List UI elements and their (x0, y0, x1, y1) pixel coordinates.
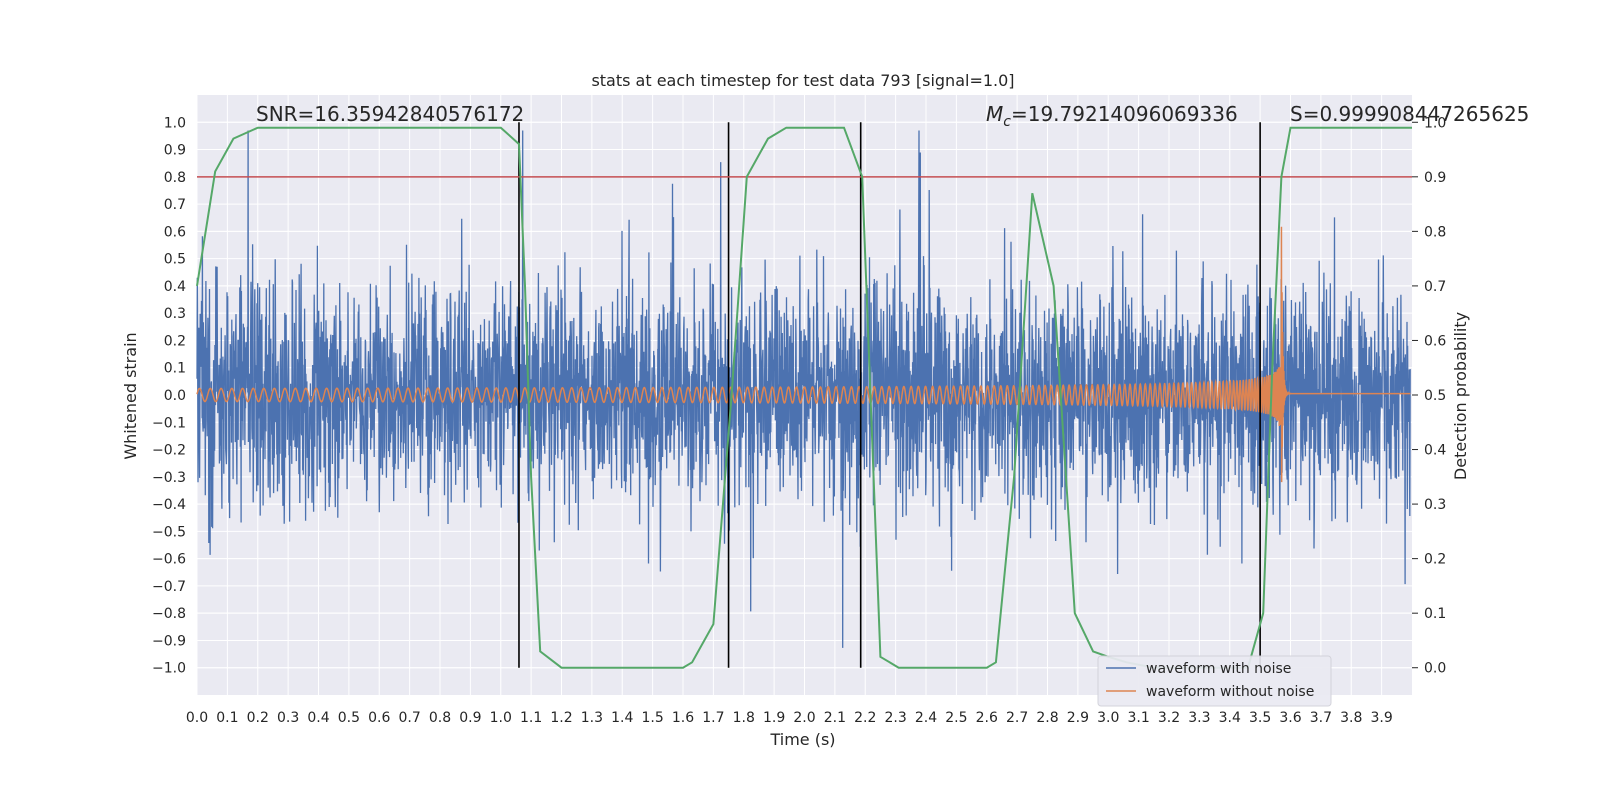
x-tick-labels: 0.0 0.1 0.2 0.3 0.4 0.5 0.6 0.7 0.8 0.9 1.0 1.1 1.2 1… (186, 710, 1393, 726)
x-axis-label: Time (s) (769, 730, 835, 749)
x-tick-label: 0.9 (459, 710, 481, 726)
x-tick-label: 3.7 (1310, 710, 1332, 726)
y-tick-label: −0.6 (152, 552, 186, 568)
x-tick-label: 1.0 (490, 710, 512, 726)
x-tick-label: 3.3 (1188, 710, 1210, 726)
x-tick-label: 2.2 (854, 710, 876, 726)
x-tick-label: 2.5 (945, 710, 967, 726)
x-tick-label: 1.5 (641, 710, 663, 726)
x-tick-label: 2.0 (793, 710, 815, 726)
x-tick-label: 2.3 (884, 710, 906, 726)
y-tick-label: 0.6 (164, 224, 186, 240)
x-tick-label: 2.9 (1067, 710, 1089, 726)
x-tick-label: 1.1 (520, 710, 542, 726)
y-tick-label: −0.3 (152, 470, 186, 486)
legend-box (1097, 655, 1332, 707)
x-tick-label: 3.2 (1158, 710, 1180, 726)
y2-tick-label: 0.4 (1424, 443, 1446, 459)
y2-tick-labels: 1.0 0.9 0.8 0.7 0.6 0.5 0.4 0.3 0.2 0.1 0.0 (1412, 115, 1446, 677)
x-tick-label: 3.5 (1249, 710, 1271, 726)
legend: waveform with noise waveform without noi… (1097, 655, 1332, 707)
x-tick-label: 1.4 (611, 710, 633, 726)
y-tick-label: 0.0 (164, 388, 186, 404)
x-tick-label: 0.4 (307, 710, 329, 726)
x-tick-label: 2.8 (1036, 710, 1058, 726)
y2-tick-label: 0.1 (1424, 606, 1446, 622)
x-tick-label: 2.6 (976, 710, 998, 726)
y-tick-label: −0.7 (152, 579, 186, 595)
snr-annotation: SNR=16.35942840576172 (256, 102, 524, 126)
legend-label-noise: waveform with noise (1146, 661, 1291, 677)
x-tick-label: 2.7 (1006, 710, 1028, 726)
y2-tick-label: 0.5 (1424, 388, 1446, 404)
y-tick-label: 0.4 (164, 279, 186, 295)
s-annotation: S=0.999908447265625 (1290, 102, 1529, 126)
y2-tick-label: 0.6 (1424, 333, 1446, 349)
x-tick-label: 3.8 (1340, 710, 1362, 726)
x-tick-label: 1.2 (550, 710, 572, 726)
legend-label-chirp: waveform without noise (1146, 684, 1314, 700)
noise-series (196, 130, 1411, 648)
y-tick-label: 0.8 (164, 170, 186, 186)
y-tick-label: −0.2 (152, 443, 186, 459)
noise-waveform-line (196, 130, 1411, 648)
x-tick-label: 0.5 (338, 710, 360, 726)
x-tick-label: 0.6 (368, 710, 390, 726)
x-tick-label: 3.0 (1097, 710, 1119, 726)
y-tick-label: 0.7 (164, 197, 186, 213)
x-tick-label: 1.9 (763, 710, 785, 726)
chirp-mass-annotation: Mc=19.79214096069336 (986, 102, 1238, 130)
y2-tick-label: 0.9 (1424, 170, 1446, 186)
y-tick-label: −0.5 (152, 524, 186, 540)
y-tick-label: 0.3 (164, 306, 186, 322)
x-tick-label: 0.0 (186, 710, 208, 726)
y-tick-label: 0.1 (164, 361, 186, 377)
x-tick-label: 3.6 (1279, 710, 1301, 726)
x-tick-label: 1.7 (702, 710, 724, 726)
y2-axis-label: Detection probability (1451, 312, 1470, 480)
y-axis-label: Whitened strain (121, 332, 140, 459)
y2-tick-label: 0.2 (1424, 552, 1446, 568)
y-tick-label: −0.9 (152, 633, 186, 649)
x-tick-label: 3.1 (1127, 710, 1149, 726)
y-tick-label: −0.8 (152, 606, 186, 622)
chart-title: stats at each timestep for test data 793… (591, 71, 1014, 90)
mc-subscript: c (1003, 114, 1011, 130)
y2-tick-label: 0.8 (1424, 224, 1446, 240)
mc-value: =19.79214096069336 (1011, 102, 1238, 126)
vertical-lines (518, 122, 1261, 668)
x-tick-label: 1.8 (733, 710, 755, 726)
y-tick-labels: 1.0 0.9 0.8 0.7 0.6 0.5 0.4 0.3 0.2 0.1 0.0 −0.1 −0.… (152, 115, 186, 676)
x-tick-label: 0.1 (216, 710, 238, 726)
y-tick-label: −0.1 (152, 415, 186, 431)
x-tick-label: 1.3 (581, 710, 603, 726)
x-tick-label: 2.1 (824, 710, 846, 726)
x-tick-label: 2.4 (915, 710, 937, 726)
x-tick-label: 3.9 (1370, 710, 1392, 726)
chirp-series (196, 226, 1411, 483)
x-tick-label: 0.2 (247, 710, 269, 726)
mc-symbol: M (986, 102, 1003, 126)
y2-tick-label: 0.7 (1424, 279, 1446, 295)
x-tick-label: 0.8 (429, 710, 451, 726)
x-tick-label: 1.6 (672, 710, 694, 726)
y2-tick-label: 0.3 (1424, 497, 1446, 513)
y-tick-label: 0.9 (164, 143, 186, 159)
y2-tick-label: 0.0 (1424, 661, 1446, 677)
x-tick-label: 0.7 (398, 710, 420, 726)
y-tick-label: 0.5 (164, 252, 186, 268)
y-tick-label: 0.2 (164, 333, 186, 349)
y-tick-label: −1.0 (152, 661, 186, 677)
y-tick-label: −0.4 (152, 497, 186, 513)
chirp-waveform-line (196, 226, 1411, 483)
y2-tick-label: 1.0 (1424, 115, 1446, 131)
x-tick-label: 3.4 (1219, 710, 1241, 726)
y-tick-label: 1.0 (164, 115, 186, 131)
x-tick-label: 0.3 (277, 710, 299, 726)
